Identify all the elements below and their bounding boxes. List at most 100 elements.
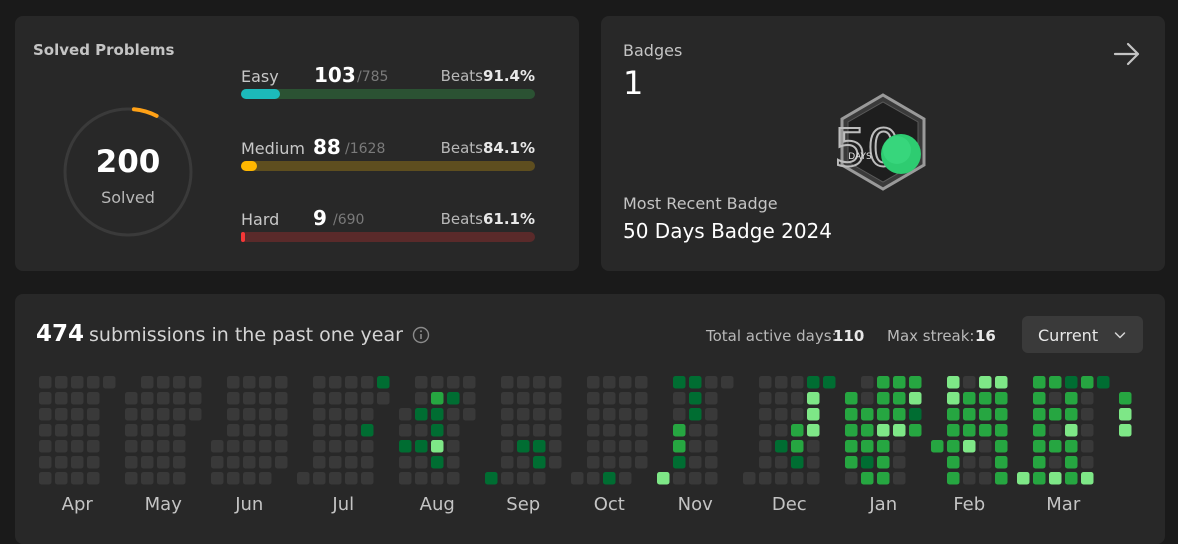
heatmap-cell[interactable] — [227, 392, 240, 405]
heatmap-cell[interactable] — [673, 376, 686, 389]
heatmap-cell[interactable] — [689, 440, 702, 453]
heatmap-cell[interactable] — [447, 472, 460, 485]
heatmap-cell[interactable] — [71, 472, 84, 485]
heatmap-cell[interactable] — [791, 456, 804, 469]
heatmap-cell[interactable] — [893, 408, 906, 421]
heatmap-cell[interactable] — [807, 408, 820, 421]
heatmap-cell[interactable] — [447, 392, 460, 405]
heatmap-cell[interactable] — [501, 392, 514, 405]
heatmap-cell[interactable] — [877, 408, 890, 421]
heatmap-cell[interactable] — [979, 376, 992, 389]
heatmap-cell[interactable] — [1065, 472, 1078, 485]
heatmap-cell[interactable] — [173, 376, 186, 389]
heatmap-cell[interactable] — [227, 408, 240, 421]
heatmap-cell[interactable] — [775, 472, 788, 485]
heatmap-cell[interactable] — [947, 376, 960, 389]
heatmap-cell[interactable] — [963, 376, 976, 389]
heatmap-cell[interactable] — [243, 376, 256, 389]
heatmap-cell[interactable] — [979, 424, 992, 437]
heatmap-cell[interactable] — [157, 440, 170, 453]
heatmap-cell[interactable] — [243, 456, 256, 469]
heatmap-cell[interactable] — [361, 392, 374, 405]
heatmap-cell[interactable] — [211, 472, 224, 485]
heatmap-cell[interactable] — [1049, 424, 1062, 437]
heatmap-cell[interactable] — [39, 424, 52, 437]
heatmap-cell[interactable] — [463, 392, 476, 405]
heatmap-cell[interactable] — [619, 408, 632, 421]
heatmap-cell[interactable] — [259, 376, 272, 389]
heatmap-cell[interactable] — [173, 440, 186, 453]
heatmap-cell[interactable] — [447, 376, 460, 389]
heatmap-cell[interactable] — [705, 456, 718, 469]
heatmap-cell[interactable] — [361, 408, 374, 421]
heatmap-cell[interactable] — [807, 392, 820, 405]
heatmap-cell[interactable] — [87, 408, 100, 421]
heatmap-cell[interactable] — [1033, 424, 1046, 437]
heatmap-cell[interactable] — [807, 440, 820, 453]
heatmap-cell[interactable] — [705, 424, 718, 437]
heatmap-cell[interactable] — [947, 408, 960, 421]
heatmap-cell[interactable] — [603, 456, 616, 469]
heatmap-cell[interactable] — [227, 376, 240, 389]
heatmap-cell[interactable] — [705, 392, 718, 405]
heatmap-cell[interactable] — [501, 408, 514, 421]
heatmap-cell[interactable] — [173, 424, 186, 437]
heatmap-cell[interactable] — [211, 440, 224, 453]
heatmap-cell[interactable] — [39, 392, 52, 405]
heatmap-cell[interactable] — [361, 424, 374, 437]
heatmap-cell[interactable] — [619, 392, 632, 405]
heatmap-cell[interactable] — [791, 392, 804, 405]
heatmap-cell[interactable] — [603, 472, 616, 485]
heatmap-cell[interactable] — [39, 408, 52, 421]
heatmap-cell[interactable] — [893, 392, 906, 405]
heatmap-cell[interactable] — [689, 472, 702, 485]
heatmap-cell[interactable] — [877, 472, 890, 485]
heatmap-cell[interactable] — [157, 376, 170, 389]
heatmap-cell[interactable] — [1065, 440, 1078, 453]
heatmap-cell[interactable] — [361, 440, 374, 453]
heatmap-cell[interactable] — [517, 424, 530, 437]
heatmap-cell[interactable] — [211, 456, 224, 469]
heatmap-cell[interactable] — [635, 408, 648, 421]
heatmap-cell[interactable] — [791, 376, 804, 389]
heatmap-cell[interactable] — [1017, 472, 1030, 485]
heatmap-cell[interactable] — [657, 472, 670, 485]
heatmap-cell[interactable] — [995, 376, 1008, 389]
heatmap-cell[interactable] — [259, 440, 272, 453]
heatmap-cell[interactable] — [549, 392, 562, 405]
heatmap-cell[interactable] — [587, 376, 600, 389]
heatmap-cell[interactable] — [431, 424, 444, 437]
heatmap-cell[interactable] — [463, 408, 476, 421]
heatmap-cell[interactable] — [947, 456, 960, 469]
heatmap-cell[interactable] — [259, 472, 272, 485]
heatmap-cell[interactable] — [947, 424, 960, 437]
heatmap-cell[interactable] — [39, 376, 52, 389]
heatmap-cell[interactable] — [1049, 392, 1062, 405]
heatmap-cell[interactable] — [501, 440, 514, 453]
heatmap-cell[interactable] — [313, 440, 326, 453]
heatmap-cell[interactable] — [979, 472, 992, 485]
info-icon[interactable] — [412, 326, 430, 344]
heatmap-cell[interactable] — [619, 376, 632, 389]
heatmap-cell[interactable] — [71, 392, 84, 405]
heatmap-cell[interactable] — [39, 472, 52, 485]
heatmap-cell[interactable] — [807, 424, 820, 437]
heatmap-cell[interactable] — [603, 408, 616, 421]
heatmap-cell[interactable] — [125, 408, 138, 421]
heatmap-cell[interactable] — [87, 472, 100, 485]
heatmap-cell[interactable] — [157, 424, 170, 437]
heatmap-cell[interactable] — [55, 440, 68, 453]
heatmap-cell[interactable] — [1049, 408, 1062, 421]
heatmap-cell[interactable] — [619, 456, 632, 469]
heatmap-cell[interactable] — [447, 408, 460, 421]
heatmap-cell[interactable] — [845, 472, 858, 485]
heatmap-cell[interactable] — [1049, 456, 1062, 469]
heatmap-cell[interactable] — [345, 392, 358, 405]
heatmap-cell[interactable] — [861, 392, 874, 405]
heatmap-cell[interactable] — [1081, 424, 1094, 437]
heatmap-cell[interactable] — [1033, 456, 1046, 469]
heatmap-cell[interactable] — [947, 472, 960, 485]
heatmap-cell[interactable] — [189, 376, 202, 389]
heatmap-cell[interactable] — [909, 392, 922, 405]
heatmap-cell[interactable] — [963, 424, 976, 437]
